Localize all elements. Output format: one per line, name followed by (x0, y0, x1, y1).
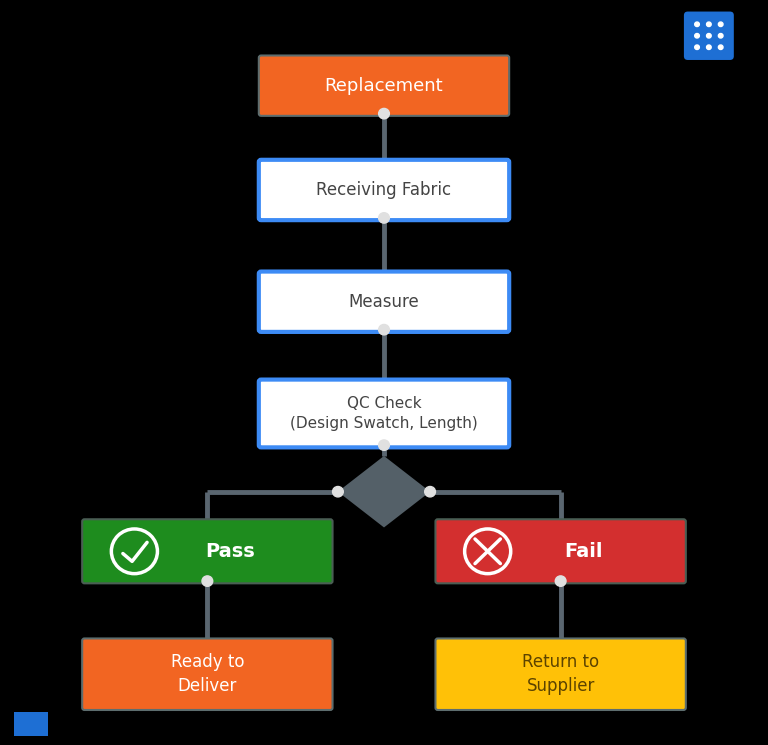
Circle shape (379, 108, 389, 118)
Circle shape (695, 34, 700, 38)
Circle shape (718, 45, 723, 49)
Circle shape (425, 486, 435, 497)
Text: Fail: Fail (564, 542, 603, 561)
Circle shape (707, 22, 711, 27)
Text: QC Check
(Design Swatch, Length): QC Check (Design Swatch, Length) (290, 396, 478, 431)
Polygon shape (338, 456, 430, 527)
Circle shape (202, 576, 213, 586)
Circle shape (379, 440, 389, 450)
FancyBboxPatch shape (82, 638, 333, 710)
Circle shape (695, 45, 700, 49)
Circle shape (379, 213, 389, 224)
Circle shape (333, 486, 343, 497)
Circle shape (379, 325, 389, 335)
Text: Pass: Pass (206, 542, 255, 561)
Circle shape (707, 45, 711, 49)
FancyBboxPatch shape (259, 380, 509, 447)
Circle shape (707, 34, 711, 38)
FancyBboxPatch shape (684, 12, 734, 60)
FancyBboxPatch shape (14, 712, 48, 736)
Circle shape (718, 22, 723, 27)
FancyBboxPatch shape (435, 638, 686, 710)
Text: Replacement: Replacement (325, 77, 443, 95)
Text: Measure: Measure (349, 293, 419, 311)
Text: Ready to
Deliver: Ready to Deliver (170, 653, 244, 695)
FancyBboxPatch shape (82, 519, 333, 583)
Circle shape (718, 34, 723, 38)
FancyBboxPatch shape (259, 56, 509, 115)
Text: Receiving Fabric: Receiving Fabric (316, 181, 452, 199)
FancyBboxPatch shape (435, 519, 686, 583)
Text: Return to
Supplier: Return to Supplier (522, 653, 599, 695)
Circle shape (695, 22, 700, 27)
FancyBboxPatch shape (259, 272, 509, 332)
FancyBboxPatch shape (259, 160, 509, 221)
Circle shape (555, 576, 566, 586)
